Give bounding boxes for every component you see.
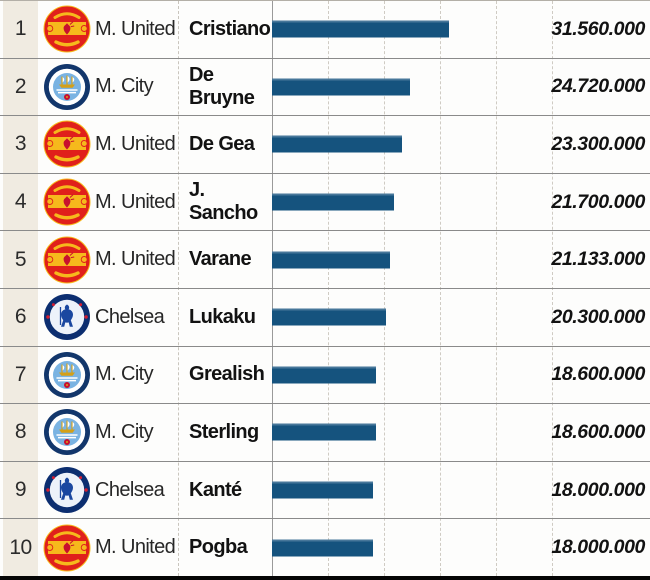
salary-value: 21.133.000 [551,248,645,271]
salary-value: 31.560.000 [551,17,645,40]
man-city-crest-icon [38,347,95,404]
player-name: Cristiano [189,17,271,40]
chelsea-crest-icon [38,289,95,346]
table-row: 5 M. United Varane 21.133.000 [0,231,650,289]
club-name: M. City [95,75,154,98]
table-row: 3 M. United De Gea 23.300.000 [0,116,650,174]
table-row: 4 M. United J. Sancho 21.700.000 [0,173,650,232]
man-city-crest-icon [38,59,95,116]
table-row: 2 M. City De Bruyne 24.720.000 [0,58,650,117]
salary-bar [272,366,377,384]
player-name: De Gea [189,132,255,155]
player-name: Varane [189,248,252,271]
rank-label: 1 [3,1,38,58]
salary-bar [272,423,377,441]
club-name: M. United [95,536,176,559]
rank-label: 3 [3,116,38,173]
club-name: M. City [95,420,154,443]
salary-value: 21.700.000 [551,190,645,213]
salary-bar [272,251,391,269]
salary-bar-cell: 18.000.000 [272,462,650,519]
salary-bar [272,193,394,211]
table-row: 9 Chelsea Kanté 18.000.000 [0,461,650,520]
salary-bar [272,20,449,38]
salary-bar-cell: 20.300.000 [272,289,650,346]
rank-label: 4 [3,173,38,231]
player-name: J. Sancho [189,179,258,225]
player-name: Kanté [189,478,242,501]
man-united-crest-icon [38,174,95,231]
salary-value: 18.600.000 [551,420,645,443]
rank-label: 10 [3,519,38,576]
bottom-black-bar [0,576,650,580]
salary-bar [272,539,373,557]
salary-bar-cell: 18.600.000 [272,347,650,404]
salary-value: 20.300.000 [551,305,645,328]
salary-bar-cell: 18.600.000 [272,404,650,461]
club-name: M. City [95,363,154,386]
salary-bar [272,135,403,153]
salary-value: 24.720.000 [551,75,645,98]
club-name: M. United [95,190,176,213]
club-name: Chelsea [95,305,165,328]
salary-bar [272,308,386,326]
salary-bar-cell: 23.300.000 [272,116,650,173]
man-united-crest-icon [38,1,95,58]
rank-label: 2 [3,58,38,116]
chelsea-crest-icon [38,462,95,519]
table-row: 7 M. City Grealish 18.600.000 [0,346,650,405]
salary-bar-cell: 31.560.000 [272,1,650,58]
player-name: De Bruyne [189,63,255,109]
player-name: Sterling [189,420,259,443]
club-name: Chelsea [95,478,165,501]
man-city-crest-icon [38,404,95,461]
salary-bar-cell: 21.700.000 [272,174,650,231]
salary-value: 18.000.000 [551,536,645,559]
rank-label: 8 [3,404,38,461]
player-name: Grealish [189,363,265,386]
salary-bar [272,78,411,96]
club-name: M. United [95,248,176,271]
salary-bar [272,481,373,499]
table-row: 6 Chelsea Lukaku 20.300.000 [0,288,650,347]
rank-label: 7 [3,346,38,404]
man-united-crest-icon [38,519,95,576]
player-name: Pogba [189,536,248,559]
man-united-crest-icon [38,231,95,288]
rank-label: 6 [3,288,38,346]
player-name: Lukaku [189,305,256,328]
salary-value: 23.300.000 [551,132,645,155]
table-row: 8 M. City Sterling 18.600.000 [0,404,650,462]
club-name: M. United [95,17,176,40]
club-name: M. United [95,132,176,155]
salary-bar-cell: 18.000.000 [272,519,650,576]
table-row: 1 M. United Cristiano 31.560.000 [0,1,650,59]
salary-bar-cell: 21.133.000 [272,231,650,288]
rank-label: 9 [3,461,38,519]
salary-bar-cell: 24.720.000 [272,59,650,116]
rank-label: 5 [3,231,38,288]
salary-value: 18.600.000 [551,363,645,386]
man-united-crest-icon [38,116,95,173]
salary-value: 18.000.000 [551,478,645,501]
table-row: 10 M. United Pogba 18.000.000 [0,519,650,576]
